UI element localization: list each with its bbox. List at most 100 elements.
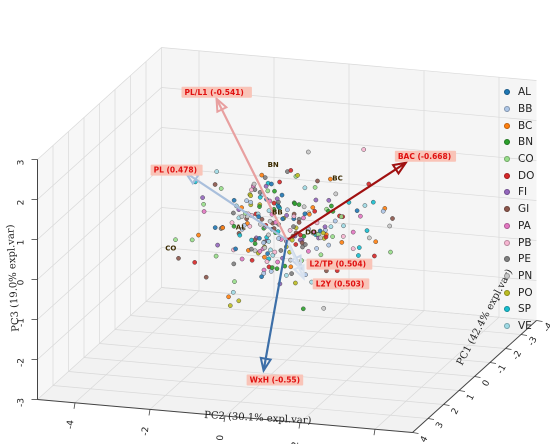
- scatter-point: [257, 249, 263, 254]
- scatter-point: [296, 202, 302, 207]
- scatter-point: [233, 246, 238, 252]
- scatter-point: [231, 197, 237, 203]
- scatter-point: [388, 249, 393, 255]
- scatter-point: [340, 234, 346, 239]
- scatter-point: [298, 232, 303, 238]
- scatter-point: [248, 199, 253, 205]
- scatter-point: [299, 240, 305, 246]
- legend-marker: [504, 189, 510, 196]
- loading-label: PL (0.478): [154, 166, 197, 175]
- scatter-point: [341, 223, 346, 229]
- x-tick: [458, 390, 466, 392]
- scatter-point: [196, 232, 201, 238]
- scatter-point: [284, 213, 289, 218]
- scatter-point: [310, 229, 316, 235]
- loading-label-bg: [181, 86, 252, 98]
- scatter-point: [373, 239, 379, 244]
- x-tick-label: 1: [465, 393, 477, 403]
- scatter-point: [266, 232, 271, 238]
- scatter-point: [314, 246, 319, 251]
- legend: AL BB BC BN CO DO FI GI PA PB PE PN PO SP VE: [504, 84, 534, 334]
- legend-item: AL: [504, 84, 534, 101]
- y-tick-label: 2: [291, 441, 301, 444]
- scatter-point: [288, 264, 294, 270]
- scatter-point: [215, 242, 220, 248]
- loading-arrow: [215, 98, 288, 241]
- scatter-point: [350, 229, 356, 235]
- scatter-point: [201, 209, 207, 214]
- scatter-point: [241, 222, 247, 228]
- scatter-point: [231, 223, 237, 229]
- legend-item: BC: [504, 117, 534, 134]
- loading-label: BAC (-0.668): [398, 152, 451, 161]
- scatter-point: [291, 224, 296, 229]
- scatter-point: [302, 211, 308, 217]
- scatter-point: [265, 188, 271, 194]
- y-tick: [223, 415, 226, 423]
- scatter-point: [272, 249, 278, 255]
- legend-label: GI: [518, 203, 530, 216]
- scatter-point: [213, 253, 219, 259]
- scatter-point: [274, 196, 280, 202]
- y-tick: [373, 429, 376, 436]
- loading-label-bg: [394, 150, 457, 162]
- scatter-point: [288, 168, 294, 173]
- scatter-point: [372, 253, 377, 259]
- legend-marker: [504, 239, 510, 246]
- scatter-point: [263, 183, 269, 189]
- x-tick-label: 3: [434, 421, 446, 431]
- legend-label: BN: [518, 136, 534, 149]
- scatter-point: [292, 201, 298, 206]
- scatter-point: [321, 305, 327, 311]
- y-tick: [148, 409, 151, 416]
- legend-marker: [504, 272, 510, 279]
- x-tick: [412, 432, 419, 434]
- x-tick-label: -1: [496, 363, 509, 376]
- scatter-point: [293, 242, 299, 247]
- y-tick-label: -4: [66, 419, 77, 429]
- scatter-point: [339, 240, 345, 245]
- legend-item: PO: [504, 284, 534, 301]
- scatter-point: [307, 211, 312, 217]
- x-tick: [505, 348, 512, 350]
- loading-label-bg: [246, 374, 304, 386]
- scatter-point: [251, 181, 257, 187]
- loading-arrow: [262, 239, 289, 371]
- loading-arrowhead: [391, 161, 409, 176]
- scatter-point: [279, 192, 285, 198]
- legend-marker: [504, 256, 510, 263]
- scatter-point: [329, 203, 334, 209]
- legend-item: VE: [504, 318, 534, 335]
- z-tick-label: 0: [17, 279, 27, 285]
- scatter-point: [239, 214, 245, 219]
- legend-label: PO: [518, 286, 533, 299]
- scatter-point: [269, 181, 274, 187]
- legend-marker: [504, 222, 510, 229]
- scatter-point: [262, 245, 268, 251]
- scatter-point: [239, 256, 245, 262]
- scatter-point: [380, 208, 386, 214]
- scatter-point: [232, 279, 237, 284]
- legend-item: GI: [504, 201, 534, 218]
- legend-label: AL: [518, 86, 532, 99]
- scatter-point: [176, 255, 181, 261]
- scatter-point: [272, 188, 277, 194]
- scatter-point: [328, 176, 333, 182]
- scatter-point: [326, 242, 332, 248]
- scatter-point: [252, 248, 258, 254]
- scatter-point: [267, 218, 273, 224]
- scatter-point: [390, 216, 395, 221]
- scatter-point: [315, 178, 320, 184]
- legend-item: PN: [504, 268, 534, 285]
- x-tick-label: -4: [542, 321, 550, 334]
- legend-marker: [504, 172, 510, 179]
- scatter-point: [244, 198, 249, 203]
- x-tick: [443, 404, 450, 406]
- z-tick-label: -1: [17, 318, 27, 327]
- loading-label: PL/L1 (-0.541): [185, 88, 244, 97]
- scatter-point: [247, 223, 253, 229]
- scatter-point: [328, 224, 334, 229]
- scatter-point: [318, 252, 324, 258]
- legend-item: PB: [504, 234, 534, 251]
